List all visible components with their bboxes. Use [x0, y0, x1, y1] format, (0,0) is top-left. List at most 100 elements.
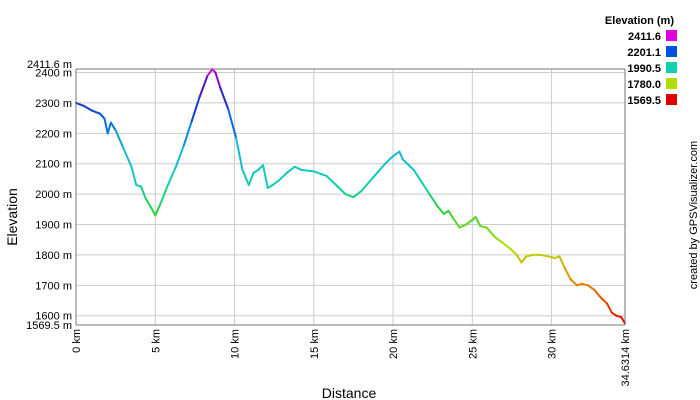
- legend-entry-label: 2411.6: [628, 31, 661, 43]
- elevation-profile: [75, 68, 626, 325]
- x-tick-label: 30 km: [547, 329, 559, 359]
- elevation-segment: [159, 184, 169, 206]
- elevation-segment: [154, 203, 162, 217]
- elevation-segment: [360, 180, 371, 193]
- elevation-segment: [103, 117, 109, 135]
- y-tick-label: 2100 m: [35, 159, 72, 171]
- y-tick-label: 1900 m: [35, 220, 72, 232]
- legend-title: Elevation (m): [605, 15, 674, 27]
- legend-swatch: [666, 62, 677, 73]
- y-tick-label: 2000 m: [35, 189, 72, 201]
- elevation-segment: [392, 150, 401, 158]
- elevation-segment: [452, 217, 461, 229]
- elevation-segment: [539, 253, 550, 258]
- legend-swatch: [666, 46, 677, 57]
- elevation-segment: [293, 165, 303, 171]
- elevation-segment: [109, 121, 117, 132]
- legend-entry-label: 2201.1: [627, 47, 661, 59]
- elevation-segment: [599, 296, 609, 305]
- legend-swatch: [666, 30, 677, 41]
- elevation-segment: [368, 171, 379, 183]
- elevation-segment: [376, 162, 387, 174]
- elevation-segment: [479, 225, 488, 229]
- elevation-segment: [620, 316, 626, 325]
- elevation-segment: [271, 179, 280, 187]
- elevation-segment: [277, 171, 288, 182]
- elevation-segment: [174, 144, 185, 168]
- elevation-segment: [401, 158, 409, 165]
- elevation-segment: [198, 74, 209, 98]
- y-tick-label: 2411.6 m: [27, 59, 72, 71]
- x-tick-label: 15 km: [309, 329, 321, 359]
- elevation-segment: [82, 104, 93, 112]
- legend-entry-label: 1569.5: [627, 95, 661, 107]
- elevation-segment: [227, 108, 238, 139]
- elevation-segment: [558, 255, 566, 269]
- elevation-segment: [106, 121, 112, 135]
- elevation-segment: [206, 68, 214, 77]
- elevation-segment: [325, 174, 339, 188]
- elevation-segment: [300, 168, 315, 173]
- x-tick-label: 10 km: [230, 329, 242, 359]
- x-axis-label: Distance: [322, 385, 377, 400]
- elevation-segment: [580, 282, 590, 287]
- elevation-segment: [247, 171, 255, 187]
- elevation-segment: [122, 147, 133, 168]
- x-tick-label: 20 km: [388, 329, 400, 359]
- elevation-segment: [75, 101, 85, 107]
- x-tick-labels: 0 km 5 km 10 km 15 km 20 km 25 km 30 km 34.6314…: [71, 329, 632, 386]
- elevation-segment: [464, 218, 474, 226]
- x-tick-label: 34.6314 km: [620, 329, 632, 386]
- y-tick-label: 2300 m: [35, 98, 72, 110]
- elevation-segment: [493, 235, 504, 244]
- elevation-segment: [114, 129, 125, 150]
- elevation-segment: [447, 209, 455, 220]
- elevation-segment: [458, 223, 467, 229]
- elevation-segment: [501, 241, 512, 250]
- elevation-segment: [144, 197, 154, 211]
- elevation-segment: [547, 255, 556, 259]
- legend-entry-label: 1990.5: [627, 63, 661, 75]
- elevation-segment: [312, 170, 328, 177]
- elevation-segment: [235, 136, 244, 171]
- y-tick-label: 1600 m: [35, 311, 72, 323]
- elevation-segment: [520, 255, 528, 264]
- y-tick-label: 1569.5 m: [26, 320, 72, 332]
- elevation-segment: [569, 278, 578, 287]
- elevation-segment: [587, 284, 596, 291]
- legend-entry-label: 1780.0: [627, 79, 661, 91]
- elevation-segment: [485, 226, 496, 238]
- elevation-segment: [515, 253, 523, 264]
- elevation-segment: [262, 164, 269, 190]
- elevation-segment: [98, 112, 106, 120]
- y-axis-label: Elevation: [4, 188, 20, 246]
- elevation-segment: [398, 150, 404, 161]
- elevation-segment: [166, 165, 177, 187]
- elevation-segment: [593, 288, 602, 299]
- x-tick-label: 5 km: [150, 329, 162, 353]
- y-tick-label: 1700 m: [35, 280, 72, 292]
- elevation-segment: [214, 71, 222, 89]
- elevation-segment: [139, 185, 147, 200]
- elevation-segment: [285, 165, 296, 174]
- elevation-segment: [219, 86, 230, 111]
- y-tick-label: 1800 m: [35, 250, 72, 262]
- elevation-segment: [406, 162, 415, 171]
- elevation-segment: [509, 247, 518, 256]
- elevation-segment: [90, 109, 101, 115]
- elevation-segment: [606, 302, 613, 314]
- elevation-segment: [412, 168, 423, 183]
- x-tick-label: 0 km: [71, 329, 83, 353]
- grid: [76, 69, 625, 325]
- legend-swatch: [666, 94, 677, 105]
- y-tick-label: 2400 m: [35, 68, 72, 80]
- legend-swatch: [666, 78, 677, 89]
- elevation-segment: [420, 180, 431, 196]
- elevation-segment: [190, 95, 201, 123]
- x-tick-label: 25 km: [467, 329, 479, 359]
- elevation-segment: [428, 193, 439, 208]
- elevation-segment: [130, 165, 138, 187]
- elevation-segment: [352, 190, 363, 199]
